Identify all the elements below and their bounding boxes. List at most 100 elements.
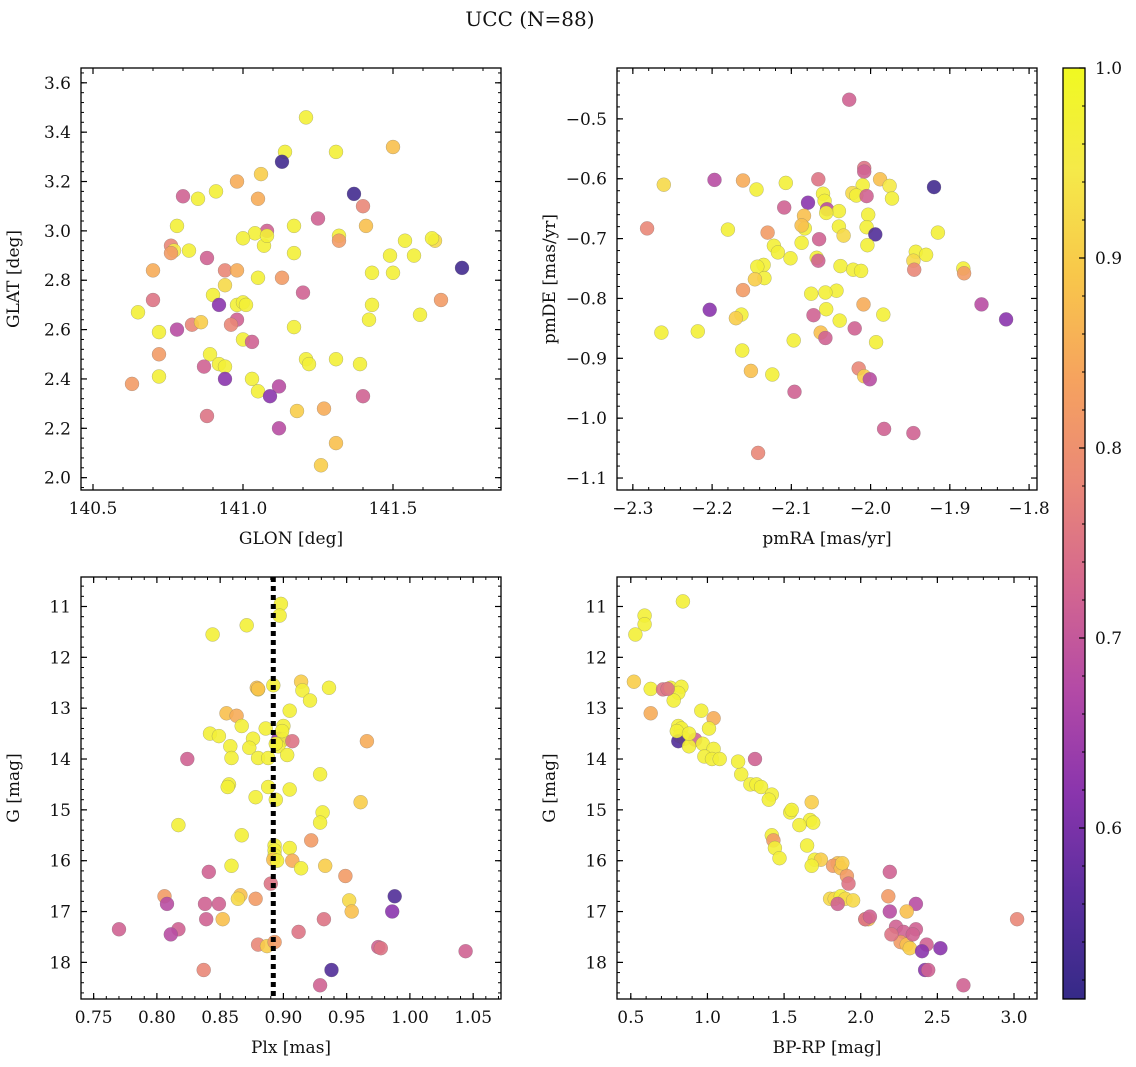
y-tick-label: −1.1 bbox=[566, 469, 607, 489]
scatter-point bbox=[258, 721, 273, 736]
scatter-point bbox=[735, 173, 751, 188]
scatter-point bbox=[792, 817, 807, 833]
scatter-point bbox=[145, 263, 161, 278]
scatter-point bbox=[202, 347, 218, 362]
scatter-point bbox=[643, 706, 658, 721]
scatter-point bbox=[318, 858, 333, 873]
scatter-point bbox=[654, 325, 669, 340]
x-axis-label: pmRA [mas/yr] bbox=[762, 529, 891, 549]
scatter-point bbox=[811, 253, 826, 268]
scatter-point bbox=[274, 154, 290, 170]
scatter-point bbox=[304, 833, 319, 848]
scatter-point bbox=[244, 334, 260, 350]
scatter-point bbox=[151, 369, 167, 384]
scatter-point bbox=[313, 458, 329, 473]
scatter-point bbox=[786, 333, 801, 348]
scatter-point bbox=[761, 792, 776, 807]
scatter-point bbox=[346, 186, 362, 202]
scatter-point bbox=[355, 198, 371, 214]
scatter-point bbox=[316, 912, 332, 927]
x-tick-label: −2.1 bbox=[771, 499, 812, 519]
scatter-points bbox=[639, 92, 1014, 461]
scatter-point bbox=[250, 270, 266, 285]
scatter-point bbox=[857, 164, 872, 179]
scatter-point bbox=[702, 302, 717, 317]
scatter-point bbox=[783, 251, 798, 266]
colorbar-tick-label: 0.6 bbox=[1095, 819, 1122, 839]
scatter-point bbox=[364, 265, 380, 280]
panel-plx-g: 0.75 0.80 0.85 0.90 0.95 1.00 1.05 11 12 13 14 15 16… bbox=[4, 576, 502, 1058]
axes-frame bbox=[80, 67, 502, 491]
scatter-point bbox=[312, 815, 328, 830]
scatter-point bbox=[234, 718, 249, 734]
scatter-point bbox=[295, 285, 311, 300]
scatter-point bbox=[230, 891, 246, 906]
scatter-point bbox=[331, 233, 347, 248]
scatter-point bbox=[130, 305, 146, 320]
scatter-point bbox=[882, 904, 897, 919]
scatter-point bbox=[735, 282, 751, 298]
y-tick-label: 17 bbox=[585, 903, 607, 923]
scatter-point bbox=[694, 703, 709, 718]
scatter-point bbox=[862, 909, 878, 924]
scatter-point bbox=[881, 889, 896, 904]
scatter-point bbox=[806, 308, 821, 323]
y-tick-label: 2.0 bbox=[44, 469, 71, 489]
y-tick-label: 11 bbox=[49, 597, 71, 617]
scatter-point bbox=[902, 941, 917, 956]
scatter-point bbox=[151, 324, 167, 340]
scatter-point bbox=[248, 790, 263, 805]
scatter-point bbox=[845, 893, 861, 908]
y-axis-label: GLAT [deg] bbox=[4, 230, 24, 328]
scatter-point bbox=[833, 258, 848, 274]
scatter-point bbox=[274, 723, 290, 739]
x-tick-label: −2.3 bbox=[612, 499, 653, 519]
scatter-point bbox=[728, 311, 744, 326]
scatter-point bbox=[358, 218, 374, 234]
y-tick-label: 3.0 bbox=[44, 222, 71, 242]
colorbar-tick-label: 1.0 bbox=[1095, 59, 1122, 79]
panel-pmra-pmde: −2.3 −2.2 −2.1 −2.0 −1.9 −1.8 −1.1 −1.0 −0.9 −0.8… bbox=[540, 67, 1050, 549]
scatter-point bbox=[882, 864, 897, 880]
scatter-point bbox=[819, 302, 834, 317]
scatter-point bbox=[312, 767, 328, 782]
scatter-point bbox=[397, 233, 413, 248]
scatter-point bbox=[310, 211, 326, 226]
scatter-point bbox=[799, 838, 815, 853]
scatter-point bbox=[151, 347, 167, 362]
scatter-point bbox=[301, 356, 317, 372]
scatter-point bbox=[884, 927, 899, 942]
x-tick-label: 1.0 bbox=[694, 1008, 721, 1028]
scatter-point bbox=[819, 205, 834, 221]
scatter-point bbox=[238, 297, 254, 313]
scatter-point bbox=[364, 297, 380, 313]
scatter-point bbox=[169, 322, 185, 337]
x-tick-label: 2.5 bbox=[924, 1008, 951, 1028]
scatter-point bbox=[933, 941, 948, 956]
y-tick-label: 2.2 bbox=[44, 419, 71, 439]
scatter-point bbox=[111, 922, 127, 937]
scatter-point bbox=[193, 315, 209, 330]
scatter-point bbox=[804, 858, 819, 873]
scatter-point bbox=[286, 218, 302, 234]
scatter-point bbox=[675, 594, 691, 609]
scatter-point bbox=[830, 896, 845, 912]
scatter-point bbox=[707, 172, 722, 188]
scatter-point bbox=[271, 421, 287, 436]
scatter-point bbox=[145, 292, 161, 308]
scatter-point bbox=[921, 962, 936, 978]
y-axis-label: pmDE [mas/yr] bbox=[540, 214, 560, 344]
scatter-point bbox=[806, 815, 821, 830]
scatter-point bbox=[211, 896, 227, 912]
scatter-point bbox=[223, 317, 239, 332]
scatter-point bbox=[800, 195, 816, 210]
scatter-point bbox=[777, 200, 792, 215]
x-tick-label: 141.5 bbox=[369, 499, 418, 519]
scatter-point bbox=[666, 693, 681, 708]
scatter-point bbox=[190, 191, 206, 207]
scatter-point bbox=[760, 225, 775, 240]
scatter-point bbox=[454, 260, 470, 276]
scatter-point bbox=[626, 674, 642, 689]
scatter-point bbox=[876, 307, 891, 322]
scatter-point bbox=[628, 627, 643, 642]
